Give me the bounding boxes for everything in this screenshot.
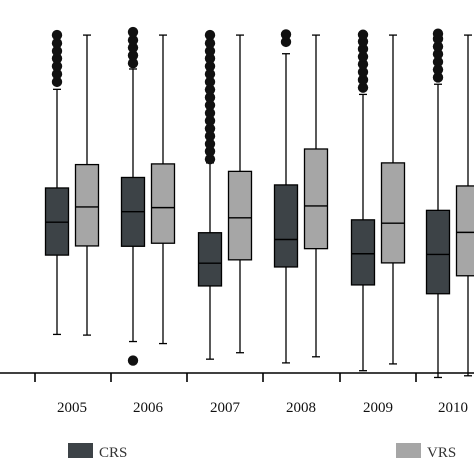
box-vrs-2008 [303, 34, 329, 358]
outlier-point [127, 58, 139, 69]
legend-label-vrs: VRS [427, 445, 456, 461]
outlier-point [127, 50, 139, 61]
iqr-box [273, 184, 299, 268]
outlier-point [432, 72, 444, 83]
box-vrs-2010 [455, 34, 474, 377]
outlier-point [432, 28, 444, 39]
outlier-point [204, 146, 216, 157]
outlier-point [51, 53, 63, 64]
outlier-point [280, 29, 292, 40]
box-crs-2006 [120, 26, 146, 366]
outlier-point [127, 26, 139, 38]
box-vrs-2006 [150, 34, 176, 345]
outlier-point [204, 68, 216, 80]
outlier-point [204, 29, 216, 41]
outlier-point [204, 53, 216, 64]
x-tick-label: 2008 [286, 400, 316, 416]
outlier-point [280, 36, 292, 48]
x-tick-label: 2010 [438, 400, 468, 416]
box-crs-2007 [197, 29, 223, 360]
iqr-box [350, 219, 376, 286]
outlier-point [127, 355, 139, 366]
outlier-point [204, 84, 216, 95]
outlier-point [357, 59, 369, 70]
iqr-box [455, 185, 474, 277]
iqr-box [303, 148, 329, 250]
iqr-box [197, 232, 223, 287]
outlier-point [357, 51, 369, 62]
outlier-point [51, 68, 63, 80]
outlier-point [357, 43, 369, 55]
iqr-box [74, 163, 100, 247]
box-crs-2008 [273, 29, 299, 364]
plot-area [44, 26, 474, 379]
iqr-box [150, 163, 176, 244]
box-crs-2009 [350, 29, 376, 372]
outlier-point [127, 42, 139, 53]
outlier-point [51, 61, 63, 72]
legend-label-crs: CRS [99, 445, 127, 461]
outlier-point [357, 82, 369, 93]
x-tick-label: 2009 [363, 400, 393, 416]
box-crs-2005 [44, 29, 70, 336]
box-crs-2010 [425, 28, 451, 379]
box-vrs-2007 [227, 34, 253, 354]
outlier-point [204, 107, 216, 119]
outlier-point [204, 92, 216, 103]
x-tick-label: 2007 [210, 400, 241, 416]
outlier-point [51, 38, 63, 49]
legend: CRS VRS [68, 443, 456, 461]
outlier-point [432, 41, 444, 52]
iqr-box [380, 162, 406, 264]
outlier-point [204, 76, 216, 88]
legend-swatch-vrs [396, 443, 421, 458]
outlier-point [432, 56, 444, 68]
x-tick-label: 2006 [133, 400, 164, 416]
outlier-point [432, 64, 444, 75]
outlier-point [357, 66, 369, 78]
outlier-point [204, 100, 216, 111]
x-tick-label: 2005 [57, 400, 87, 416]
outlier-point [432, 48, 444, 60]
outlier-point [51, 45, 63, 57]
outlier-point [51, 29, 63, 41]
outlier-point [204, 138, 216, 150]
box-vrs-2009 [380, 34, 406, 365]
outlier-point [357, 29, 369, 40]
outlier-point [204, 38, 216, 49]
outlier-point [204, 61, 216, 72]
outlier-point [357, 74, 369, 86]
iqr-box [227, 170, 253, 261]
outlier-point [204, 153, 216, 165]
outlier-point [127, 34, 139, 46]
outlier-point [204, 130, 216, 142]
outlier-point [204, 115, 216, 127]
outlier-point [204, 123, 216, 134]
x-axis: 04200520062007200820092010 [0, 372, 474, 416]
outlier-point [51, 76, 63, 88]
iqr-box [425, 209, 451, 295]
legend-swatch-crs [68, 443, 93, 458]
box-vrs-2005 [74, 34, 100, 336]
outlier-point [204, 45, 216, 57]
